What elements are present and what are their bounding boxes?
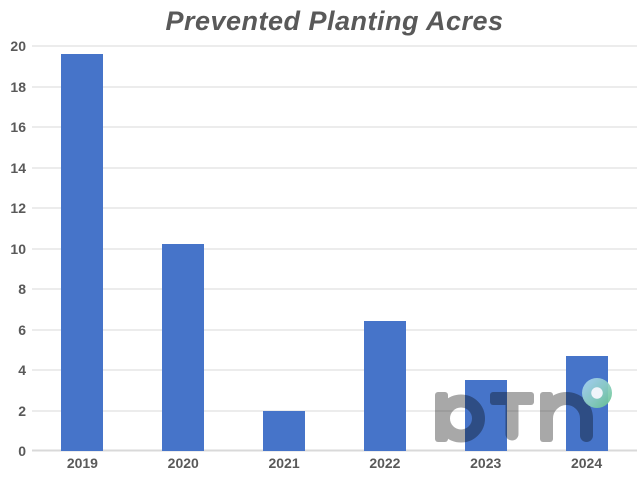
x-axis-tick-label: 2022 xyxy=(369,455,401,471)
plot-area xyxy=(32,45,637,452)
gridline xyxy=(32,369,637,371)
gridline xyxy=(32,126,637,128)
gridline xyxy=(32,207,637,209)
dtn-logo-text xyxy=(435,392,593,443)
x-axis-tick-label: 2023 xyxy=(470,455,502,471)
x-axis: 2019 2020 2021 2022 2023 2024 xyxy=(32,456,637,470)
y-axis: 0 2 4 6 8 10 12 14 16 18 20 xyxy=(0,39,26,458)
y-axis-tick-label: 0 xyxy=(18,443,26,459)
bar-slot xyxy=(32,46,133,451)
bar-2022 xyxy=(363,321,406,451)
y-axis-tick-label: 16 xyxy=(10,119,26,135)
chart-title: Prevented Planting Acres xyxy=(165,6,504,36)
bar-2019 xyxy=(61,54,104,451)
x-axis-tick-label: 2021 xyxy=(268,455,300,471)
gridline xyxy=(32,449,637,452)
x-axis-tick-label: 2020 xyxy=(167,455,199,471)
gridline xyxy=(32,86,637,87)
y-axis-tick-label: 2 xyxy=(18,402,26,419)
y-axis-tick-label: 20 xyxy=(10,38,26,54)
y-axis-tick-label: 10 xyxy=(10,240,26,257)
x-axis-tick-label: 2019 xyxy=(66,455,98,471)
y-axis-tick-label: 12 xyxy=(10,200,26,216)
bar-slot xyxy=(234,46,335,451)
y-axis-tick-label: 6 xyxy=(18,321,26,338)
dtn-logo-degree-icon xyxy=(582,378,612,408)
gridline xyxy=(32,288,637,290)
bar-slot xyxy=(133,46,234,451)
gridline xyxy=(32,329,637,330)
bar-2020 xyxy=(162,244,205,451)
dtn-logo xyxy=(435,392,593,443)
bars-container xyxy=(32,46,637,451)
bar-2021 xyxy=(263,410,306,451)
gridline xyxy=(32,45,637,47)
gridline xyxy=(32,248,637,249)
y-axis-tick-label: 8 xyxy=(18,281,26,297)
y-axis-tick-label: 14 xyxy=(10,159,26,176)
y-axis-tick-label: 4 xyxy=(18,362,26,378)
x-axis-tick-label: 2024 xyxy=(570,455,603,471)
gridline xyxy=(32,167,637,168)
bar-slot xyxy=(334,46,435,451)
y-axis-tick-label: 18 xyxy=(10,78,26,95)
gridline xyxy=(32,410,637,411)
